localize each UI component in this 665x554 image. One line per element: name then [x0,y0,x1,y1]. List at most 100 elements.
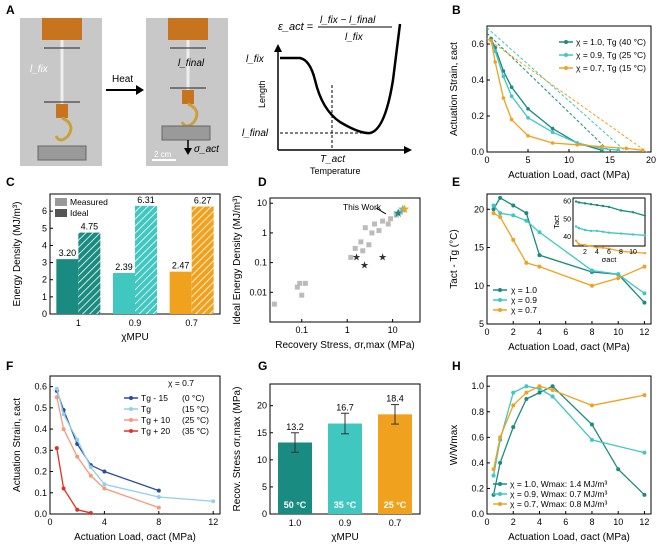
panel-F-point [61,486,66,491]
panel-E-ytick-label: 5 [479,319,484,329]
panel-C-label: C [6,175,15,189]
panel-B-ylabel: Actuation Strain, εact [449,42,460,136]
panel-B-point [493,60,498,64]
panel-C-ytick-label: 3 [42,258,47,268]
panel-B-xtick-label: 20 [646,155,656,165]
panel-E-inset-point [643,234,647,237]
panel-F-point [102,482,107,487]
panel-H-ytick-label: 0.8 [471,407,484,417]
panel-E-ytick-label: 10 [474,281,484,291]
panel-D-xtick-label: 0.1 [296,325,309,335]
panel-D-literature-point [388,216,394,222]
panel-E-inset-point [574,239,578,242]
panel-B-point [493,49,498,53]
panel-D-xlabel: Recovery Stress, σr,max (MPa) [275,340,415,351]
heat-arrow-head [136,85,144,95]
panel-B-legend-label: χ = 1.0, Tg (40 °C) [576,37,646,47]
panel-E-point [537,253,542,258]
panel-H-ytick-label: 1.0 [471,381,484,391]
panel-E-inset-point [619,250,623,253]
panel-E-xtick-label: 8 [589,327,594,337]
panel-D-literature-point [398,209,404,215]
panel-H-legend-marker [498,482,502,486]
x-temperature-label: Temperature [310,166,361,176]
panel-B-ideal-line [486,38,648,153]
panel-E-point [498,211,503,216]
schematic-x-arrowhead [404,146,412,154]
panel-E-inset-point [601,204,605,208]
panel-E-inset-ylabel: Tact [552,214,561,229]
panel-H-point [511,403,516,408]
panel-G-xlabel: χMPU [331,532,358,543]
panel-D-literature-point [393,212,399,218]
panel-D-label: D [258,175,267,189]
panel-H-point [550,388,555,393]
panel-E-inset-point [589,203,593,206]
panel-F-point [75,437,80,442]
panel-F-xtick-label: 0 [47,517,52,527]
panel-F-point [102,469,107,474]
panel-E-point [491,203,496,208]
panel-D-this-work-star: ★ [397,202,408,216]
panel-H-point [616,467,621,472]
panel-B-point [526,116,530,120]
panel-H-ylabel: W/Wmax [449,425,460,466]
panel-D-literature-point [380,218,386,224]
panel-C-ytick-label: 1 [42,292,47,302]
panel-B-legend-marker [564,53,568,57]
chart-panels: B Actuation Load, σact (MPa) Actuation Str… [6,3,656,543]
panel-F-series-line-3 [56,448,91,514]
panel-E-inset-point [583,243,587,247]
panel-G-ylabel: Recov. Stress σr,max (MPa) [232,387,243,512]
panel-B-xtick-label: 5 [525,155,530,165]
panel-a-label: A [6,3,15,17]
panel-C-value-ideal: 6.31 [137,195,155,205]
panel-B-point [550,126,555,131]
panel-F-point [156,495,161,500]
panel-F-point [88,465,93,470]
panel-C-ytick-label: 6 [42,206,47,216]
panel-E-inset-point [619,232,623,235]
panel-F-point [61,427,66,432]
panel-B-legend-marker [564,66,568,70]
panel-G-ytick-label: 20 [257,401,267,411]
panel-E-point [642,291,647,296]
panel-E-inset-point [631,251,635,254]
panel-C-ytick-label: 4 [42,240,47,250]
panel-D-literature-point [376,228,382,234]
panel-a: A l_fix Heat σ_act l_final 2 cm ε_act = … [6,3,412,176]
panel-F-xtick-label: 8 [156,517,161,527]
panel-H-point [498,460,503,465]
panel-D-literature-point [385,221,391,227]
panel-H-point [537,390,542,395]
panel-E-inset-point [595,229,599,233]
panel-E-legend-label: χ = 1.0 [511,285,537,295]
panel-F-point [54,395,59,400]
panel-G-bar [378,414,412,514]
panel-H-xlabel: Actuation Load, σact (MPa) [508,532,630,543]
panel-F-ytick-label: 0.3 [34,445,47,455]
panel-D-literature-point [302,280,308,286]
sigma-arrow-head [184,148,192,155]
panel-E-inset-frame [572,197,646,247]
panel-C-legend-ideal-swatch [55,209,67,217]
panel-H-xtick-label: 12 [639,517,649,527]
panel-F-point [211,499,216,504]
panel-B-ytick-label: 0.6 [471,39,484,49]
panel-D-star-point: ★ [352,252,361,263]
top-clamp-2 [168,18,208,40]
panel-C-value-ideal: 4.75 [81,222,99,232]
panel-B-xtick-label: 15 [605,155,615,165]
panel-H-point [550,394,555,399]
panel-H-xtick-label: 10 [613,517,623,527]
panel-E-series-line-2 [493,212,645,287]
y-lfinal-label: l_final [242,128,269,139]
panel-C-bar-ideal [78,232,101,314]
sigma-act-label: σ_act [194,144,220,155]
panel-E-legend-marker [498,308,502,312]
panel-E-point [589,268,594,273]
panel-B-point [526,107,530,111]
panel-E-xtick-label: 12 [639,327,649,337]
panel-B-xtick-label: 0 [484,155,489,165]
panel-F-legend-label: Tg + 10 [141,415,170,425]
